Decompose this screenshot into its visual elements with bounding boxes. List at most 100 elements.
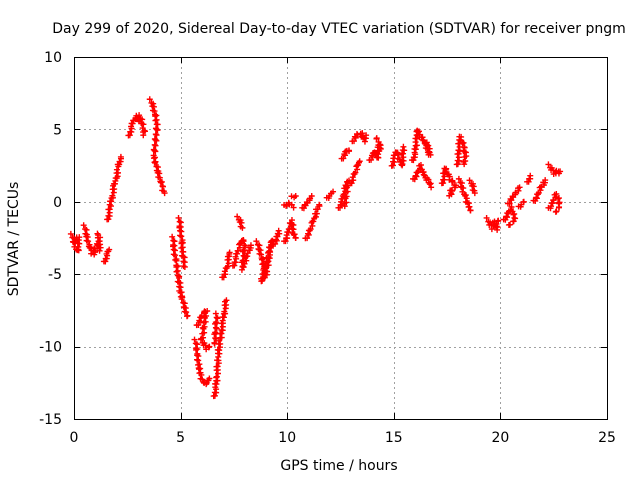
data-point-marker xyxy=(290,226,297,233)
x-tick-label: 25 xyxy=(598,430,616,446)
data-point-marker xyxy=(111,186,118,193)
data-point-marker xyxy=(114,169,121,176)
data-point-marker xyxy=(241,260,248,267)
data-point-marker xyxy=(231,259,238,266)
data-point-marker xyxy=(510,211,517,218)
data-point-marker xyxy=(542,177,549,184)
data-point-marker xyxy=(461,161,468,168)
data-point-marker xyxy=(548,200,555,207)
data-point-marker xyxy=(183,313,190,320)
y-tick-labels: -15 -10 -5 0 5 10 xyxy=(39,50,62,428)
x-axis-label: GPS time / hours xyxy=(280,458,397,474)
data-point-marker xyxy=(247,242,254,249)
data-point-marker xyxy=(128,120,135,127)
data-point-marker xyxy=(234,213,241,220)
data-point-marker xyxy=(461,154,468,161)
data-point-marker xyxy=(537,184,544,191)
data-point-marker xyxy=(341,203,348,210)
data-point-marker xyxy=(510,218,517,225)
data-point-marker xyxy=(330,188,337,195)
data-point-marker xyxy=(343,184,350,191)
data-point-marker xyxy=(195,321,202,328)
data-point-marker xyxy=(458,133,465,140)
data-point-marker xyxy=(73,236,80,243)
x-tick-label: 5 xyxy=(176,430,185,446)
data-point-marker xyxy=(212,380,219,387)
data-point-marker xyxy=(152,136,159,143)
data-point-marker xyxy=(235,247,242,254)
data-point-marker xyxy=(152,142,159,149)
data-point-marker xyxy=(224,263,231,270)
data-point-marker xyxy=(455,175,462,182)
data-point-marker xyxy=(239,248,246,255)
data-point-marker xyxy=(152,148,159,155)
data-point-marker xyxy=(196,317,203,324)
data-point-marker xyxy=(341,194,348,201)
y-tick-label: 0 xyxy=(53,195,62,211)
data-point-marker xyxy=(349,174,356,181)
data-point-marker xyxy=(178,233,185,240)
data-point-marker xyxy=(211,340,218,347)
data-point-marker xyxy=(356,158,363,165)
data-point-marker xyxy=(206,343,213,350)
data-point-marker xyxy=(307,226,314,233)
data-point-marker xyxy=(506,200,513,207)
data-point-marker xyxy=(455,147,462,154)
data-point-marker xyxy=(454,157,461,164)
data-point-marker xyxy=(488,226,495,233)
data-point-marker xyxy=(154,121,161,128)
data-point-marker xyxy=(178,245,185,252)
data-point-marker xyxy=(191,336,198,343)
data-point-marker xyxy=(173,268,180,275)
data-point-marker xyxy=(415,128,422,135)
data-point-marker xyxy=(159,183,166,190)
data-point-marker xyxy=(92,249,99,256)
data-point-marker xyxy=(253,238,260,245)
data-point-marker xyxy=(400,143,407,150)
data-point-marker xyxy=(219,314,226,321)
data-point-marker xyxy=(557,168,564,175)
data-point-marker xyxy=(212,335,219,342)
data-point-marker xyxy=(284,229,291,236)
data-point-marker xyxy=(157,179,164,186)
data-point-marker xyxy=(346,148,353,155)
data-point-marker xyxy=(340,155,347,162)
chart-title: Day 299 of 2020, Sidereal Day-to-day VTE… xyxy=(52,21,626,37)
x-tick-label: 0 xyxy=(70,430,79,446)
data-point-marker xyxy=(213,373,220,380)
data-point-marker xyxy=(292,235,299,241)
data-point-marker xyxy=(412,172,419,179)
data-point-marker xyxy=(368,156,375,163)
data-point-marker xyxy=(411,145,418,152)
data-point-marker xyxy=(218,327,225,334)
data-point-marker xyxy=(178,296,185,303)
data-point-marker xyxy=(241,242,248,249)
y-tick-label: -15 xyxy=(39,412,62,428)
data-markers xyxy=(67,96,564,400)
y-tick-label: 5 xyxy=(53,122,62,138)
data-point-marker xyxy=(213,314,220,321)
data-point-marker xyxy=(146,96,153,103)
data-point-marker xyxy=(193,346,200,353)
data-point-marker xyxy=(471,190,478,197)
data-point-marker xyxy=(312,213,319,220)
data-point-marker xyxy=(113,166,120,173)
data-point-marker xyxy=(136,112,143,119)
data-point-marker xyxy=(151,147,158,154)
data-point-marker xyxy=(107,198,114,205)
data-point-marker xyxy=(494,224,501,231)
data-point-marker xyxy=(342,195,349,202)
data-point-marker xyxy=(214,363,221,370)
data-point-marker xyxy=(520,198,527,205)
data-point-marker xyxy=(214,357,221,364)
y-tick-label: -5 xyxy=(48,267,62,283)
x-tick-label: 20 xyxy=(491,430,509,446)
data-point-marker xyxy=(375,138,382,145)
data-point-marker xyxy=(527,172,534,179)
data-point-marker xyxy=(354,131,361,138)
data-point-marker xyxy=(417,162,424,168)
data-point-marker xyxy=(213,335,220,342)
data-point-marker xyxy=(211,389,218,396)
data-point-marker xyxy=(316,201,323,208)
data-point-marker xyxy=(217,340,224,347)
